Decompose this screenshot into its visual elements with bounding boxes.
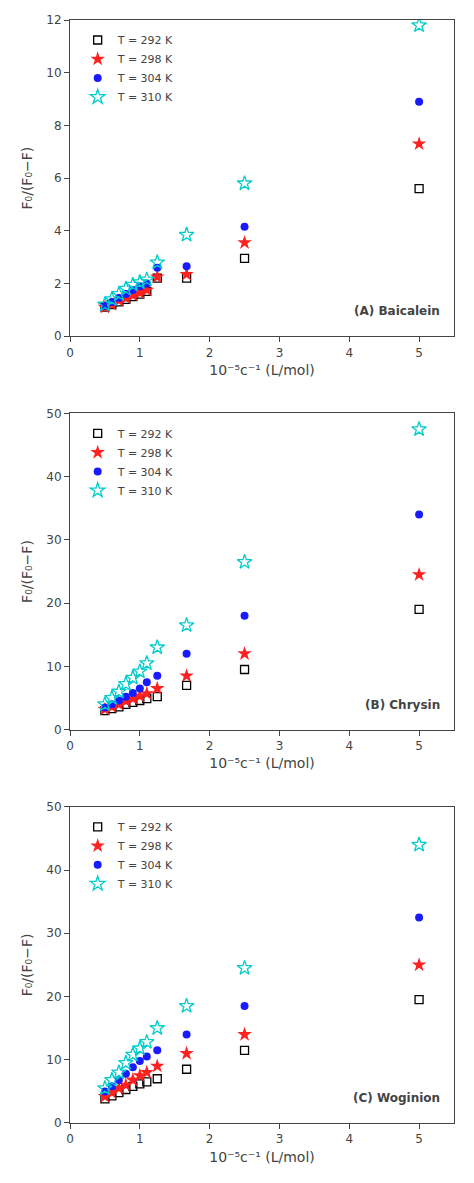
svg-text:40: 40 (46, 863, 61, 877)
svg-text:T = 310 K: T = 310 K (117, 878, 173, 891)
svg-text:F₀/(F₀−F): F₀/(F₀−F) (19, 147, 35, 210)
svg-text:T = 298 K: T = 298 K (117, 840, 173, 853)
svg-text:10⁻⁵c⁻¹ (L/mol): 10⁻⁵c⁻¹ (L/mol) (209, 362, 315, 378)
svg-text:2: 2 (54, 277, 62, 291)
svg-text:10⁻⁵c⁻¹ (L/mol): 10⁻⁵c⁻¹ (L/mol) (209, 755, 315, 771)
svg-text:40: 40 (46, 470, 61, 484)
svg-text:10: 10 (46, 1053, 61, 1067)
svg-text:2: 2 (206, 1132, 214, 1146)
svg-text:1: 1 (136, 346, 144, 360)
svg-text:1: 1 (136, 1132, 144, 1146)
svg-text:T = 292 K: T = 292 K (117, 34, 173, 47)
svg-text:10: 10 (46, 66, 61, 80)
svg-text:20: 20 (46, 990, 61, 1004)
svg-text:10: 10 (46, 660, 61, 674)
svg-text:6: 6 (54, 171, 62, 185)
svg-text:(A) Baicalein: (A) Baicalein (354, 304, 440, 318)
svg-text:2: 2 (206, 346, 214, 360)
svg-text:30: 30 (46, 533, 61, 547)
svg-text:5: 5 (415, 739, 423, 753)
svg-text:12: 12 (46, 13, 61, 27)
svg-text:0: 0 (66, 346, 74, 360)
svg-text:(C) Woginion: (C) Woginion (353, 1091, 440, 1105)
svg-text:3: 3 (276, 1132, 284, 1146)
svg-text:0: 0 (54, 329, 62, 343)
svg-text:3: 3 (276, 346, 284, 360)
svg-text:4: 4 (345, 739, 353, 753)
svg-text:T = 298 K: T = 298 K (117, 53, 173, 66)
svg-text:50: 50 (46, 407, 61, 421)
svg-text:T = 304 K: T = 304 K (117, 72, 173, 85)
svg-text:50: 50 (46, 800, 61, 814)
svg-text:4: 4 (345, 346, 353, 360)
svg-text:20: 20 (46, 596, 61, 610)
svg-text:5: 5 (415, 1132, 423, 1146)
svg-text:3: 3 (276, 739, 284, 753)
svg-text:5: 5 (415, 346, 423, 360)
svg-text:0: 0 (66, 1132, 74, 1146)
svg-text:T = 304 K: T = 304 K (117, 859, 173, 872)
svg-text:T = 310 K: T = 310 K (117, 485, 173, 498)
svg-text:T = 304 K: T = 304 K (117, 466, 173, 479)
svg-text:4: 4 (54, 224, 62, 238)
svg-text:2: 2 (206, 739, 214, 753)
svg-text:T = 298 K: T = 298 K (117, 447, 173, 460)
svg-text:F₀/(F₀−F): F₀/(F₀−F) (19, 934, 35, 997)
svg-text:0: 0 (54, 1116, 62, 1130)
svg-text:10⁻⁵c⁻¹ (L/mol): 10⁻⁵c⁻¹ (L/mol) (209, 1149, 315, 1165)
svg-text:T = 310 K: T = 310 K (117, 91, 173, 104)
svg-text:1: 1 (136, 739, 144, 753)
svg-text:T = 292 K: T = 292 K (117, 428, 173, 441)
svg-text:(B) Chrysin: (B) Chrysin (365, 698, 440, 712)
svg-text:4: 4 (345, 1132, 353, 1146)
svg-text:0: 0 (54, 723, 62, 737)
svg-text:0: 0 (66, 739, 74, 753)
svg-text:F₀/(F₀−F): F₀/(F₀−F) (19, 540, 35, 603)
svg-text:8: 8 (54, 119, 62, 133)
svg-text:T = 292 K: T = 292 K (117, 821, 173, 834)
svg-text:30: 30 (46, 926, 61, 940)
